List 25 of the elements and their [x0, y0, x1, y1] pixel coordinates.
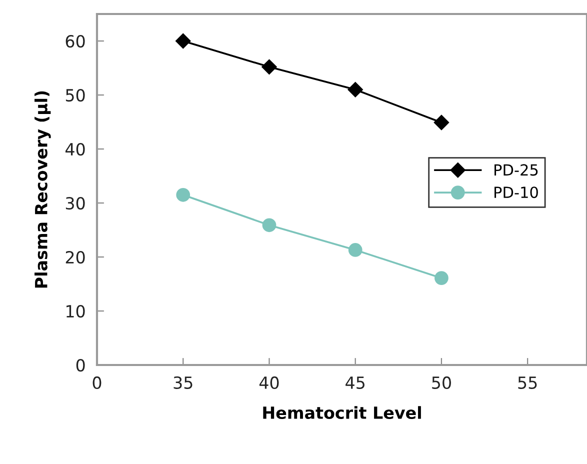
x-tick-label: 0: [92, 376, 102, 390]
point: [262, 218, 276, 232]
x-tick-label: 45: [346, 376, 364, 390]
x-tick-label: 40: [259, 376, 279, 390]
x-tick-label: 35: [174, 376, 192, 390]
point: [434, 271, 448, 286]
point: [348, 82, 363, 98]
y-tick-label: 0: [76, 358, 85, 372]
point: [176, 188, 190, 202]
x-axis-title: Hematocrit Level: [263, 406, 421, 420]
y-axis-title: Plasma Recovery (µl): [34, 91, 51, 288]
point: [262, 59, 277, 74]
point: [176, 33, 191, 49]
y-tick-label: 50: [66, 88, 85, 102]
y-tick-label: 30: [66, 196, 85, 210]
x-tick-label: 55: [518, 376, 537, 390]
point: [348, 243, 362, 257]
x-tick-label: 50: [432, 376, 451, 390]
y-tick-label: 40: [65, 142, 85, 156]
legend-label: PD-25: [494, 164, 538, 176]
y-tick-label: 10: [66, 304, 85, 318]
point: [434, 114, 450, 130]
y-tick-label: 20: [66, 250, 85, 264]
legend-label: PD-10: [494, 186, 538, 198]
y-tick-label: 60: [66, 34, 85, 48]
